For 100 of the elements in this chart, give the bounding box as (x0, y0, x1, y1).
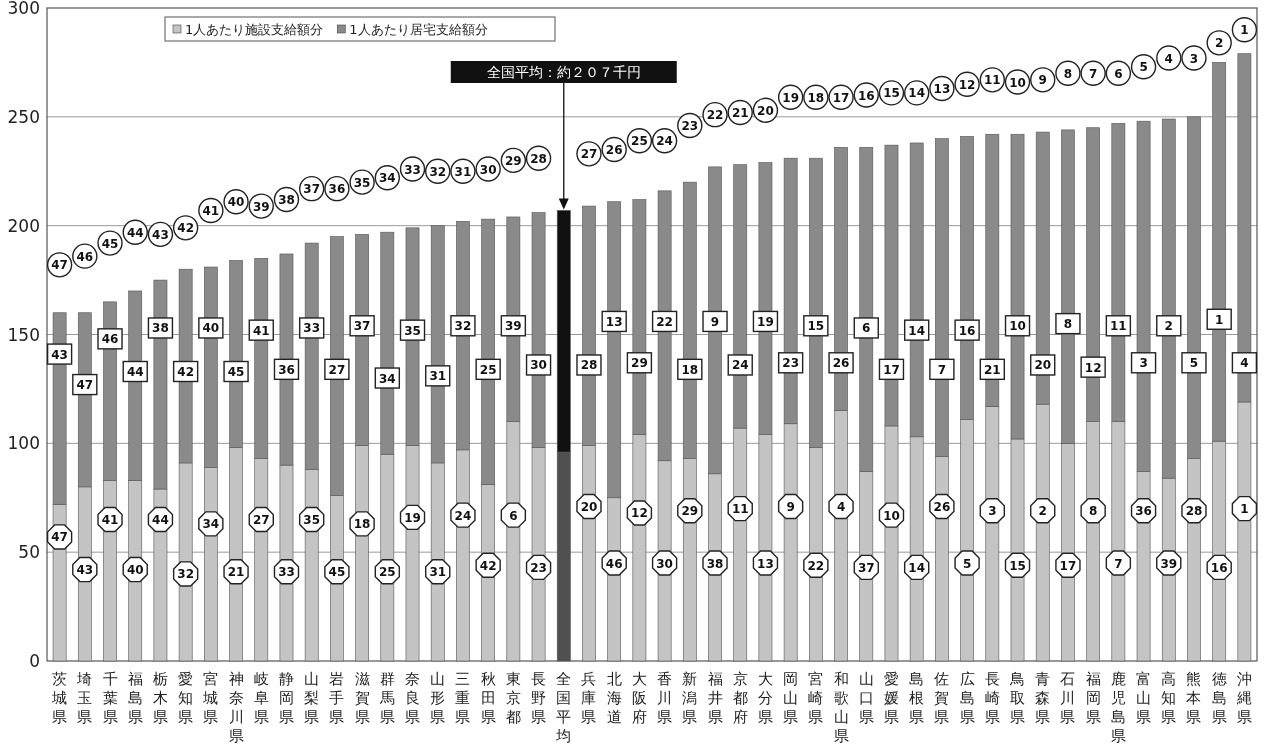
x-tick-label: 宮崎県 (808, 670, 824, 726)
annotation: 17 (883, 362, 900, 377)
annotation: 27 (328, 362, 346, 377)
annotation: 16 (1210, 560, 1228, 575)
annotation: 4 (1164, 51, 1173, 66)
x-tick-label: 滋賀県 (354, 670, 370, 726)
annotation: 6 (862, 321, 871, 336)
x-tick-label: 岩手県 (329, 670, 345, 726)
annotation: 14 (908, 323, 926, 338)
annotation: 31 (429, 369, 447, 384)
x-tick-label: 秋田県 (480, 670, 496, 726)
annotation: 1 (1240, 502, 1249, 517)
annotation: 33 (303, 321, 321, 336)
annotation: 29 (631, 356, 648, 371)
x-tick-label: 茨城県 (51, 670, 68, 726)
annotation: 41 (101, 513, 119, 528)
x-tick-label: 長野県 (531, 670, 547, 726)
annotation: 27 (580, 147, 598, 162)
annotation: 44 (126, 225, 144, 240)
x-tick-label: 福井県 (707, 670, 723, 726)
annotation: 22 (656, 314, 673, 329)
x-tick-label: 鹿児島県 (1110, 670, 1126, 745)
x-tick-label: 石川県 (1060, 670, 1076, 726)
annotation: 37 (353, 319, 371, 334)
annotation: 20 (1034, 358, 1052, 373)
annotation: 35 (303, 513, 321, 528)
annotation: 28 (530, 151, 547, 166)
x-tick-label: 兵庫県 (581, 670, 597, 726)
annotation: 12 (631, 506, 648, 521)
x-tick-label: 香川県 (657, 670, 673, 726)
annotation: 25 (479, 362, 497, 377)
x-tick-label: 岐阜県 (253, 670, 269, 726)
x-tick-label: 愛媛県 (883, 670, 899, 726)
x-tick-label: 三重県 (455, 670, 471, 726)
annotation: 7 (1114, 556, 1123, 571)
annotation: 21 (731, 105, 749, 120)
annotation: 14 (908, 86, 926, 101)
annotation: 37 (857, 560, 875, 575)
annotation: 17 (1059, 558, 1077, 573)
x-tick-label: 熊本県 (1186, 670, 1202, 726)
annotation: 6 (509, 508, 518, 523)
annotation: 45 (328, 565, 346, 580)
annotation: 19 (404, 510, 421, 525)
annotation: 15 (883, 86, 900, 101)
annotation: 47 (76, 378, 94, 393)
annotation: 23 (782, 356, 799, 371)
x-tick-label: 徳島県 (1211, 670, 1227, 726)
annotation: 19 (757, 314, 774, 329)
annotation: 21 (227, 565, 245, 580)
annotation: 3 (1139, 356, 1148, 371)
x-tick-label: 高知県 (1161, 670, 1177, 726)
annotation: 16 (958, 323, 976, 338)
annotation: 36 (1135, 504, 1152, 519)
annotation: 33 (404, 162, 421, 177)
annotation: 41 (252, 323, 270, 338)
annotation: 43 (51, 347, 68, 362)
annotation: 1 (1215, 312, 1224, 327)
annotation: 25 (378, 565, 396, 580)
annotation: 5 (1139, 60, 1148, 75)
annotation: 24 (731, 358, 749, 373)
annotation: 33 (278, 565, 295, 580)
annotation: 24 (454, 508, 472, 523)
annotation: 16 (857, 88, 875, 103)
annotation: 18 (807, 90, 825, 105)
annotation: 30 (656, 556, 673, 571)
x-tick-label: 神奈川県 (228, 670, 244, 745)
annotation: 4 (836, 499, 846, 514)
x-tick-label: 静岡県 (278, 670, 294, 726)
annotation: 26 (832, 356, 850, 371)
annotation: 42 (177, 221, 194, 236)
y-tick-label: 50 (18, 542, 40, 563)
x-tick-label: 愛知県 (178, 670, 194, 726)
annotation: 37 (303, 182, 321, 197)
x-tick-label: 埼玉県 (76, 670, 93, 726)
annotation: 40 (126, 563, 144, 578)
annotation: 26 (605, 142, 623, 157)
annotation: 31 (454, 164, 472, 179)
annotation: 17 (832, 90, 850, 105)
annotation: 21 (983, 362, 1001, 377)
annotation: 10 (1009, 319, 1026, 334)
annotation: 30 (479, 162, 497, 177)
x-tick-label: 福島県 (127, 670, 143, 726)
annotation: 5 (962, 556, 972, 571)
annotation: 18 (681, 362, 699, 377)
annotation: 32 (429, 164, 447, 179)
annotation: 22 (807, 558, 825, 573)
annotation: 32 (454, 319, 472, 334)
annotation: 36 (278, 362, 295, 377)
annotation: 39 (252, 199, 270, 214)
annotation: 27 (252, 513, 270, 528)
annotation: 9 (786, 499, 795, 514)
annotation: 8 (1063, 317, 1073, 332)
annotation: 9 (1038, 73, 1047, 88)
x-tick-label: 宮城県 (202, 670, 219, 726)
annotation: 35 (353, 175, 371, 190)
annotation: 18 (353, 517, 371, 532)
annotation: 2 (1164, 319, 1173, 334)
annotation: 11 (731, 502, 749, 517)
annotation: 9 (710, 314, 720, 329)
annotation: 39 (1160, 556, 1178, 571)
